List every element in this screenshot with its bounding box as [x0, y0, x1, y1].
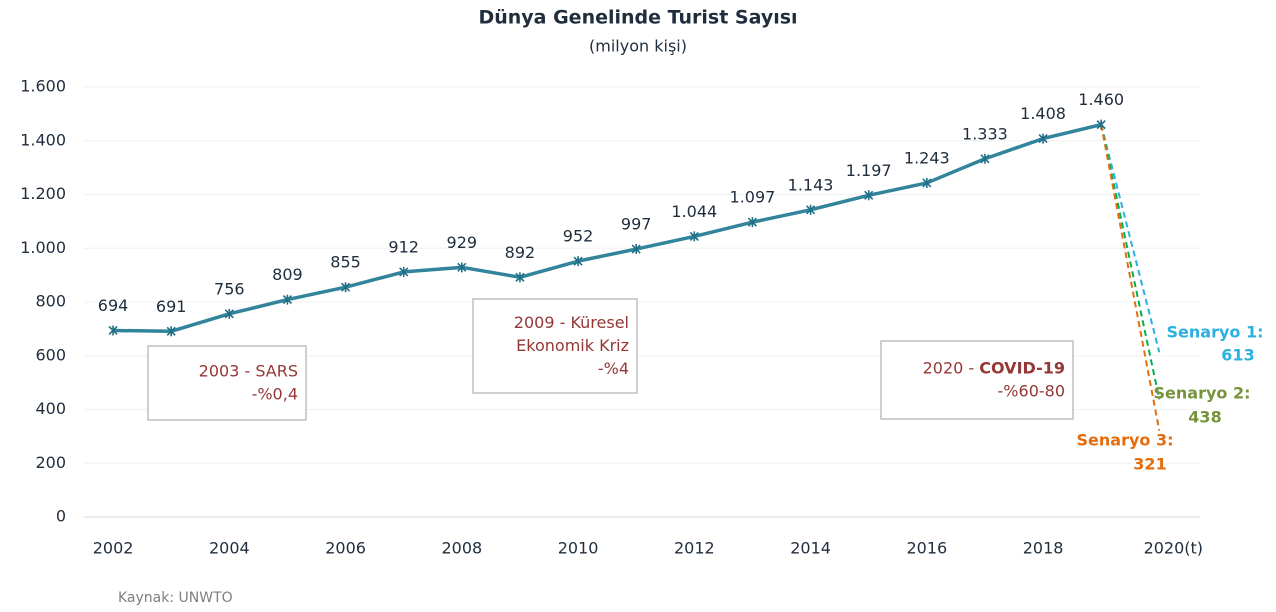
annotation-box	[147, 345, 307, 421]
data-point	[1096, 119, 1106, 130]
x-tick-label: 2004	[209, 539, 250, 558]
data-label: 1.460	[1078, 90, 1124, 109]
annotation-text: -%60-80	[998, 381, 1065, 400]
data-point	[515, 272, 525, 283]
annotation-segment: -%60-80	[998, 381, 1065, 400]
annotation-segment: 2003 - SARS	[199, 361, 298, 380]
x-tick-label: 2018	[1023, 539, 1064, 558]
data-line	[113, 122, 1102, 334]
scenario-name: Senaryo 1:	[1167, 323, 1264, 342]
data-point	[108, 325, 118, 336]
annotation-segment: 2020 -	[923, 358, 980, 377]
data-label: 809	[272, 265, 303, 284]
y-tick-label: 1.200	[20, 184, 66, 203]
scenario-line	[1100, 124, 1161, 400]
annotation-segment: Ekonomik Kriz	[516, 336, 629, 355]
x-tick-label: 2014	[790, 539, 831, 558]
annotation-segment: -%4	[598, 359, 629, 378]
data-point	[399, 266, 409, 277]
annotation-text: 2003 - SARS	[199, 361, 298, 380]
data-label: 694	[98, 296, 129, 315]
data-label: 756	[214, 279, 245, 298]
data-label: 1.333	[962, 124, 1008, 143]
x-tick-label: 2006	[325, 539, 366, 558]
x-tick-label: 2016	[906, 539, 947, 558]
data-label: 1.408	[1020, 104, 1066, 123]
y-tick-label: 600	[35, 345, 66, 364]
data-label: 1.044	[671, 202, 717, 221]
data-point	[980, 153, 990, 164]
y-tick-label: 800	[35, 292, 66, 311]
data-label: 952	[563, 227, 594, 246]
y-tick-label: 1.600	[20, 77, 66, 96]
data-label: 997	[621, 215, 652, 234]
y-tick-label: 200	[35, 453, 66, 472]
data-point	[805, 204, 816, 215]
data-point	[166, 326, 176, 337]
x-tick-label: 2002	[93, 539, 134, 558]
data-point	[340, 282, 351, 293]
x-tick-label: 2012	[674, 539, 715, 558]
data-label: 1.143	[788, 175, 834, 194]
data-point	[224, 308, 234, 319]
annotation-box	[472, 298, 638, 394]
scenario-name: Senaryo 2:	[1154, 384, 1251, 403]
y-tick-label: 1.400	[20, 130, 66, 149]
annotation-segment: 2009 - Küresel	[514, 313, 629, 332]
scenario-line	[1100, 124, 1161, 431]
annotation-text: -%0,4	[252, 384, 298, 403]
source-note: Kaynak: UNWTO	[118, 590, 233, 606]
data-point	[922, 177, 932, 188]
data-point	[747, 217, 758, 228]
annotation-text: Ekonomik Kriz	[516, 336, 629, 355]
scenario-value: 438	[1188, 408, 1221, 427]
annotation-text: -%4	[598, 359, 629, 378]
annotation-segment: -%0,4	[252, 384, 298, 403]
data-point	[631, 244, 641, 255]
y-tick-label: 0	[56, 507, 66, 526]
y-tick-label: 1.000	[20, 238, 66, 257]
data-label: 691	[156, 297, 187, 316]
scenario-line	[1100, 124, 1161, 353]
data-point	[457, 262, 467, 273]
chart-title: Dünya Genelinde Turist Sayısı	[478, 7, 797, 29]
data-label: 1.097	[730, 188, 776, 207]
scenario-name: Senaryo 3:	[1077, 431, 1174, 450]
annotation-text: 2020 - COVID-19	[923, 358, 1065, 377]
x-tick-label: 2010	[558, 539, 599, 558]
data-label: 855	[330, 253, 361, 272]
data-label: 912	[388, 237, 419, 256]
data-point	[689, 231, 699, 242]
annotation-segment: COVID-19	[979, 358, 1065, 377]
y-tick-label: 400	[35, 399, 66, 418]
scenario-value: 613	[1221, 346, 1254, 365]
chart-subtitle: (milyon kişi)	[589, 37, 687, 56]
annotation-box	[880, 340, 1074, 420]
data-point	[573, 256, 583, 267]
data-label: 892	[505, 243, 536, 262]
annotation-text: 2009 - Küresel	[514, 313, 629, 332]
x-tick-label: 2020(t)	[1144, 539, 1203, 558]
data-point	[282, 294, 293, 305]
data-point	[1038, 133, 1048, 144]
data-label: 929	[447, 233, 478, 252]
data-point	[864, 190, 874, 201]
data-label: 1.197	[846, 161, 892, 180]
scenario-value: 321	[1133, 455, 1166, 474]
x-tick-label: 2008	[441, 539, 482, 558]
data-label: 1.243	[904, 148, 950, 167]
